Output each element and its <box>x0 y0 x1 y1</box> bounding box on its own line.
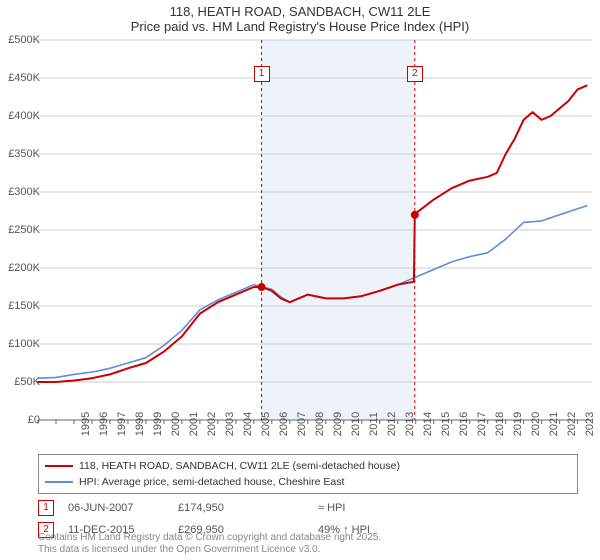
y-tick-label: £150K <box>0 300 40 312</box>
legend-swatch <box>45 465 73 467</box>
y-tick-label: £0 <box>0 414 40 426</box>
y-tick-label: £300K <box>0 186 40 198</box>
sales-row: 1 06-JUN-2007£174,950≈ HPI <box>38 500 592 516</box>
x-tick-label: 2007 <box>296 412 308 436</box>
x-tick-label: 2015 <box>440 412 452 436</box>
x-tick-label: 2006 <box>278 412 290 436</box>
x-tick-label: 2009 <box>332 412 344 436</box>
title-line2: Price paid vs. HM Land Registry's House … <box>0 19 600 34</box>
chart-container: 118, HEATH ROAD, SANDBACH, CW11 2LE Pric… <box>0 0 600 560</box>
sale-marker-box: 2 <box>407 66 423 82</box>
sale-marker-box: 1 <box>254 66 270 82</box>
x-tick-label: 2001 <box>188 412 200 436</box>
x-tick-label: 2022 <box>566 412 578 436</box>
sales-cell: 06-JUN-2007 <box>68 502 178 514</box>
sales-cell: £174,950 <box>178 502 318 514</box>
title-block: 118, HEATH ROAD, SANDBACH, CW11 2LE Pric… <box>0 0 600 34</box>
x-tick-label: 2014 <box>422 412 434 436</box>
x-tick-label: 1998 <box>134 412 146 436</box>
x-tick-label: 2003 <box>224 412 236 436</box>
x-tick-label: 2013 <box>404 412 416 436</box>
x-tick-label: 2002 <box>206 412 218 436</box>
x-tick-label: 2012 <box>386 412 398 436</box>
x-tick-label: 2004 <box>242 412 254 436</box>
chart-area: 1995199619971998199920002001200220032004… <box>38 40 592 420</box>
chart-svg <box>38 40 592 420</box>
x-tick-label: 2019 <box>512 412 524 436</box>
title-line1: 118, HEATH ROAD, SANDBACH, CW11 2LE <box>0 4 600 19</box>
x-tick-label: 2016 <box>458 412 470 436</box>
y-tick-label: £500K <box>0 34 40 46</box>
x-tick-label: 2023 <box>584 412 596 436</box>
footer-line2: This data is licensed under the Open Gov… <box>38 544 320 555</box>
sales-cell: ≈ HPI <box>318 502 458 514</box>
footer-line1: Contains HM Land Registry data © Crown c… <box>38 532 381 543</box>
y-tick-label: £100K <box>0 338 40 350</box>
legend-label: 118, HEATH ROAD, SANDBACH, CW11 2LE (sem… <box>79 460 400 472</box>
x-tick-label: 1995 <box>80 412 92 436</box>
legend-row: 118, HEATH ROAD, SANDBACH, CW11 2LE (sem… <box>45 458 571 474</box>
y-tick-label: £50K <box>0 376 40 388</box>
x-tick-label: 2020 <box>530 412 542 436</box>
x-tick-label: 2010 <box>350 412 362 436</box>
sales-marker: 1 <box>38 500 54 516</box>
x-tick-label: 2005 <box>260 412 272 436</box>
footer-note: Contains HM Land Registry data © Crown c… <box>38 532 381 556</box>
x-tick-label: 2000 <box>170 412 182 436</box>
y-tick-label: £250K <box>0 224 40 236</box>
x-tick-label: 1999 <box>152 412 164 436</box>
y-tick-label: £200K <box>0 262 40 274</box>
y-tick-label: £350K <box>0 148 40 160</box>
y-tick-label: £450K <box>0 72 40 84</box>
legend-swatch <box>45 481 73 483</box>
x-tick-label: 2008 <box>314 412 326 436</box>
x-tick-label: 2018 <box>494 412 506 436</box>
legend-row: HPI: Average price, semi-detached house,… <box>45 474 571 490</box>
x-tick-label: 2011 <box>368 412 380 436</box>
legend-box: 118, HEATH ROAD, SANDBACH, CW11 2LE (sem… <box>38 454 578 494</box>
legend-label: HPI: Average price, semi-detached house,… <box>79 476 344 488</box>
x-tick-label: 1997 <box>116 412 128 436</box>
x-tick-label: 2021 <box>548 412 560 436</box>
legend-block: 118, HEATH ROAD, SANDBACH, CW11 2LE (sem… <box>38 454 592 538</box>
y-tick-label: £400K <box>0 110 40 122</box>
x-tick-label: 2017 <box>476 412 488 436</box>
x-tick-label: 1996 <box>98 412 110 436</box>
